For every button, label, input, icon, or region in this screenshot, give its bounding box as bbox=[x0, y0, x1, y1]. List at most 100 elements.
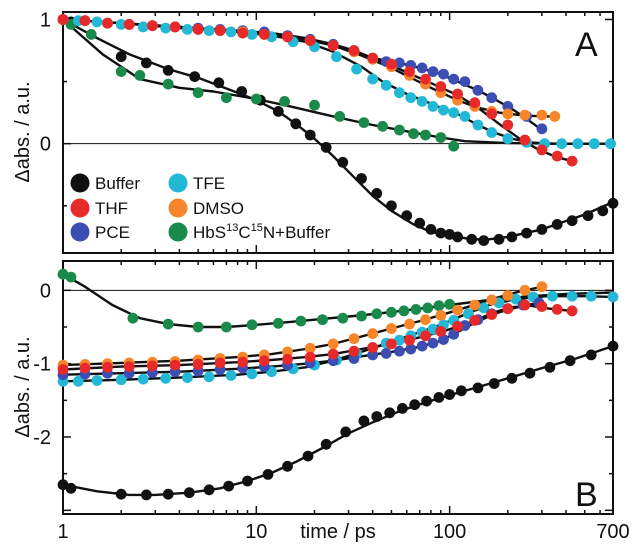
data-point bbox=[367, 342, 379, 353]
data-point bbox=[258, 29, 270, 40]
legend-label: HbS13C15N+Buffer bbox=[193, 222, 330, 242]
data-point bbox=[134, 70, 146, 81]
data-point bbox=[79, 362, 91, 374]
data-point bbox=[519, 299, 531, 311]
panel-b-plot bbox=[57, 261, 619, 514]
data-point bbox=[478, 235, 490, 247]
series-tfe bbox=[57, 14, 616, 150]
data-point bbox=[182, 24, 193, 35]
data-point bbox=[282, 31, 293, 43]
fit-curve bbox=[61, 18, 556, 118]
legend-marker bbox=[70, 198, 90, 218]
data-point bbox=[169, 359, 181, 371]
data-point bbox=[162, 65, 174, 76]
data-point bbox=[162, 78, 174, 90]
data-point bbox=[115, 488, 127, 500]
data-point bbox=[337, 312, 349, 324]
data-point bbox=[272, 106, 284, 117]
data-point bbox=[404, 334, 415, 346]
data-point bbox=[386, 338, 397, 350]
data-point bbox=[486, 127, 498, 138]
data-point bbox=[302, 450, 314, 462]
data-point bbox=[327, 348, 339, 360]
data-point bbox=[160, 22, 172, 34]
data-point bbox=[85, 29, 97, 40]
data-point bbox=[250, 93, 262, 105]
series-buffer bbox=[57, 14, 619, 247]
data-point bbox=[459, 111, 471, 122]
series-buffer bbox=[57, 340, 619, 501]
data-point bbox=[384, 407, 396, 419]
data-point bbox=[246, 319, 258, 331]
data-point bbox=[486, 294, 498, 306]
data-point bbox=[405, 343, 417, 355]
data-point bbox=[469, 315, 481, 326]
data-point bbox=[444, 298, 455, 310]
legend-marker bbox=[168, 173, 188, 193]
data-point bbox=[162, 318, 174, 330]
data-point bbox=[331, 51, 342, 63]
data-point bbox=[502, 290, 514, 301]
data-point bbox=[551, 219, 563, 230]
data-point bbox=[582, 210, 594, 222]
data-point bbox=[320, 438, 332, 450]
data-point bbox=[420, 73, 431, 85]
data-point bbox=[420, 314, 431, 326]
panel-b-frame bbox=[62, 260, 614, 515]
data-point bbox=[141, 489, 152, 501]
series-thf bbox=[57, 299, 578, 375]
data-point bbox=[564, 355, 576, 367]
data-point bbox=[192, 24, 204, 35]
data-point bbox=[258, 355, 270, 367]
data-point bbox=[327, 338, 339, 350]
data-point bbox=[282, 460, 293, 472]
data-point bbox=[356, 173, 367, 184]
data-point bbox=[183, 487, 195, 499]
data-point bbox=[309, 99, 320, 111]
data-point bbox=[203, 25, 215, 36]
data-point bbox=[506, 372, 518, 384]
data-point bbox=[502, 119, 514, 131]
data-point bbox=[536, 109, 548, 121]
data-point bbox=[57, 14, 69, 25]
x-tick-labels: 1 10 100 700 bbox=[57, 521, 629, 543]
data-point bbox=[380, 79, 392, 91]
data-point bbox=[348, 45, 360, 56]
data-point bbox=[486, 108, 498, 120]
data-point bbox=[607, 291, 619, 303]
data-point bbox=[486, 309, 498, 320]
data-point bbox=[519, 109, 531, 121]
data-point bbox=[203, 484, 215, 496]
data-point bbox=[371, 411, 383, 422]
data-point bbox=[472, 84, 484, 96]
y-tick-label: 0 bbox=[40, 134, 51, 156]
data-point bbox=[72, 375, 84, 387]
data-point bbox=[521, 227, 532, 239]
legend-label: TFE bbox=[193, 174, 225, 193]
data-point bbox=[397, 403, 408, 414]
data-point bbox=[404, 318, 415, 330]
data-point bbox=[320, 142, 332, 153]
data-point bbox=[409, 399, 421, 411]
data-point bbox=[327, 40, 339, 51]
y-tick-label: 0 bbox=[40, 280, 51, 302]
data-point bbox=[282, 346, 293, 358]
data-point bbox=[435, 81, 447, 92]
panel-a-ylabel: Δabs. / a.u. bbox=[12, 81, 34, 182]
data-point bbox=[425, 224, 437, 235]
data-point bbox=[597, 205, 609, 217]
data-point bbox=[435, 326, 447, 337]
data-point bbox=[427, 337, 439, 349]
data-point bbox=[536, 224, 548, 235]
data-point bbox=[371, 188, 383, 199]
panel-a-frame bbox=[62, 11, 614, 254]
data-point bbox=[502, 108, 514, 120]
y-tick-label: -2 bbox=[33, 427, 51, 449]
data-point bbox=[605, 138, 616, 150]
data-point bbox=[466, 233, 478, 245]
data-point bbox=[141, 57, 152, 69]
data-point bbox=[279, 96, 290, 107]
data-point bbox=[358, 415, 370, 427]
data-point bbox=[79, 15, 91, 27]
data-point bbox=[192, 359, 204, 370]
